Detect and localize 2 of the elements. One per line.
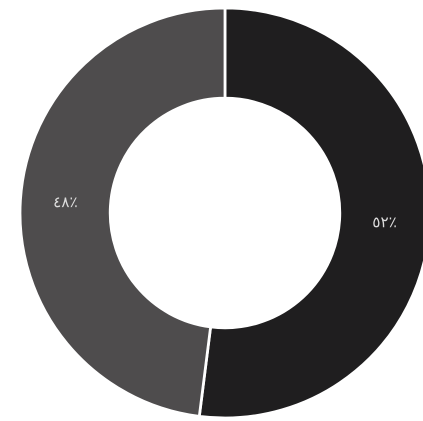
data-label: ٥٢٪ [373, 217, 396, 228]
data-label: ٤٨٪ [54, 197, 77, 208]
